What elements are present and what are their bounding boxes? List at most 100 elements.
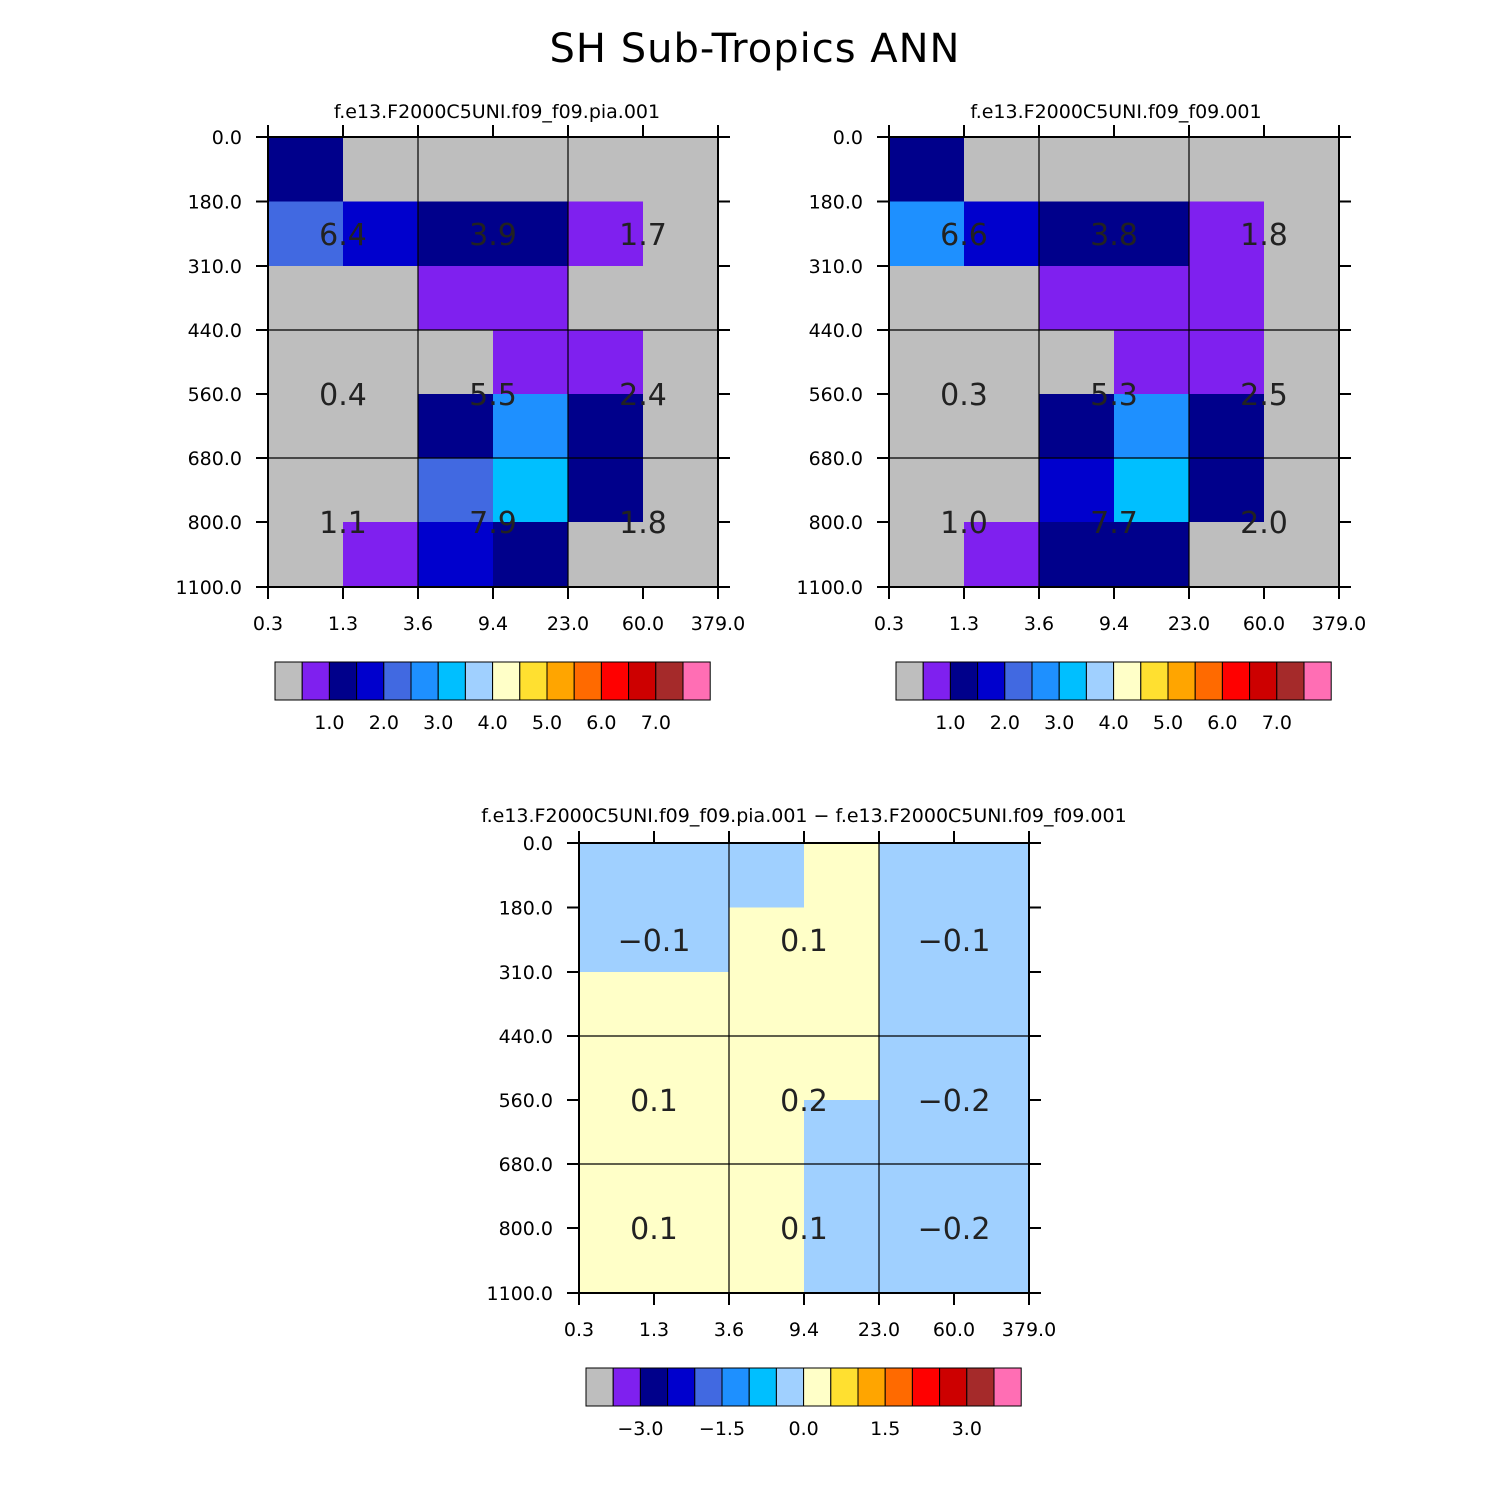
- heatmap-cell: [268, 266, 344, 331]
- heatmap-cell: [804, 972, 880, 1037]
- colorbar-label: 1.0: [935, 712, 965, 734]
- cell-value-label: 2.5: [1240, 378, 1288, 413]
- colorbar-label: 5.0: [1153, 712, 1183, 734]
- heatmap-cell: [889, 458, 965, 523]
- heatmap-cell: [954, 972, 1030, 1037]
- colorbar-swatch: [939, 1367, 968, 1407]
- heatmap-cell: [579, 843, 655, 908]
- heatmap-cell: [343, 201, 419, 267]
- colorbar-swatch: [546, 661, 575, 701]
- y-tick-label: 310.0: [188, 256, 242, 278]
- heatmap-cell: [729, 907, 805, 973]
- x-tick-label: 1.3: [328, 613, 358, 635]
- heatmap-cell: [1039, 330, 1115, 395]
- colorbar-swatch: [600, 661, 630, 701]
- heatmap-cell: [729, 1228, 805, 1294]
- colorbar-swatch: [1085, 661, 1115, 701]
- heatmap-panel-1: f.e13.F2000C5UNI.f09_f09.pia.001 6.4 3.9 1.…: [176, 101, 746, 734]
- cell-value-label: 2.0: [1240, 506, 1288, 541]
- colorbar-swatch: [884, 1367, 913, 1407]
- y-tick-label: 1100.0: [487, 1283, 553, 1305]
- y-tick-label: 180.0: [188, 192, 242, 214]
- heatmap-cell: [1189, 458, 1265, 523]
- heatmap-cell: [964, 330, 1040, 395]
- colorbar-swatch: [1276, 661, 1305, 701]
- heatmap-cell: [654, 1164, 730, 1229]
- heatmap-cell: [568, 201, 644, 267]
- heatmap-cell: [654, 972, 730, 1037]
- colorbar-label: 1.0: [314, 712, 344, 734]
- heatmap-cell: [804, 843, 880, 908]
- heatmap-cell: [1039, 201, 1115, 267]
- x-tick-label: 9.4: [1099, 613, 1129, 635]
- heatmap-cell: [343, 137, 419, 202]
- cell-value-label: −0.1: [918, 924, 991, 959]
- x-tick-label: 379.0: [1002, 1319, 1056, 1341]
- heatmap-cell: [954, 1100, 1030, 1165]
- cell-value-label: 3.8: [1090, 218, 1138, 253]
- heatmap-cell: [268, 458, 344, 523]
- colorbar-swatch: [748, 1367, 777, 1407]
- colorbar-swatch: [1004, 661, 1033, 701]
- heatmap-cell: [1264, 522, 1340, 588]
- y-tick-label: 560.0: [188, 384, 242, 406]
- cell-value-label: 2.4: [619, 378, 667, 413]
- heatmap-cell: [1189, 266, 1265, 331]
- heatmap-cell: [493, 266, 569, 331]
- heatmap-cell: [879, 907, 955, 973]
- colorbar-label: 3.0: [952, 1418, 982, 1440]
- x-tick-label: 9.4: [789, 1319, 819, 1341]
- heatmap-cell: [654, 907, 730, 973]
- heatmap-cell: [579, 1036, 655, 1101]
- panel-title: f.e13.F2000C5UNI.f09_f09.pia.001 − f.e13…: [481, 805, 1126, 827]
- colorbar-swatch: [1221, 661, 1251, 701]
- y-tick-label: 180.0: [499, 898, 553, 920]
- heatmap-panel-3: f.e13.F2000C5UNI.f09_f09.pia.001 − f.e13…: [481, 805, 1126, 1440]
- x-tick-label: 3.6: [1024, 613, 1054, 635]
- heatmap-cell: [493, 394, 569, 459]
- heatmap-cell: [579, 1100, 655, 1165]
- y-tick-label: 680.0: [809, 448, 863, 470]
- cell-value-label: 0.3: [940, 378, 988, 413]
- colorbar-swatch: [356, 661, 385, 701]
- y-tick-label: 0.0: [833, 127, 863, 149]
- colorbar-swatch: [655, 661, 684, 701]
- colorbar-swatch: [639, 1367, 669, 1407]
- heatmap-cell: [729, 1164, 805, 1229]
- colorbar-label: −3.0: [617, 1418, 663, 1440]
- colorbar-swatch: [775, 1367, 805, 1407]
- heatmap-cell: [568, 137, 644, 202]
- heatmap-cell: [889, 394, 965, 459]
- heatmap-cell: [568, 458, 644, 523]
- heatmap-cell: [1264, 394, 1340, 459]
- colorbar-swatch: [437, 661, 466, 701]
- colorbar-swatch: [612, 1367, 641, 1407]
- y-tick-label: 440.0: [809, 320, 863, 342]
- x-tick-label: 23.0: [1168, 613, 1210, 635]
- x-tick-label: 0.3: [874, 613, 904, 635]
- x-tick-label: 1.3: [949, 613, 979, 635]
- colorbar-swatch: [383, 661, 412, 701]
- y-tick-label: 0.0: [523, 833, 553, 855]
- colorbar-swatch: [949, 661, 979, 701]
- heatmap-cell: [879, 972, 955, 1037]
- heatmap-cell: [954, 907, 1030, 973]
- colorbar-swatch: [274, 661, 303, 701]
- heatmap-cell: [643, 458, 719, 523]
- heatmap-cell: [654, 1036, 730, 1101]
- heatmap-cell: [1264, 330, 1340, 395]
- y-tick-label: 440.0: [188, 320, 242, 342]
- y-tick-label: 310.0: [499, 962, 553, 984]
- heatmap-cell: [343, 458, 419, 523]
- heatmap-cell: [268, 522, 344, 588]
- colorbar-swatch: [1303, 661, 1332, 701]
- heatmap-cell: [1264, 137, 1340, 202]
- heatmap-cell: [418, 201, 494, 267]
- y-tick-label: 800.0: [188, 512, 242, 534]
- colorbar-swatch: [1194, 661, 1223, 701]
- figure-title: SH Sub-Tropics ANN: [549, 26, 961, 72]
- heatmap-cell: [568, 394, 644, 459]
- heatmap-cell: [268, 330, 344, 395]
- heatmap-cell: [879, 1036, 955, 1101]
- heatmap-cell: [643, 137, 719, 202]
